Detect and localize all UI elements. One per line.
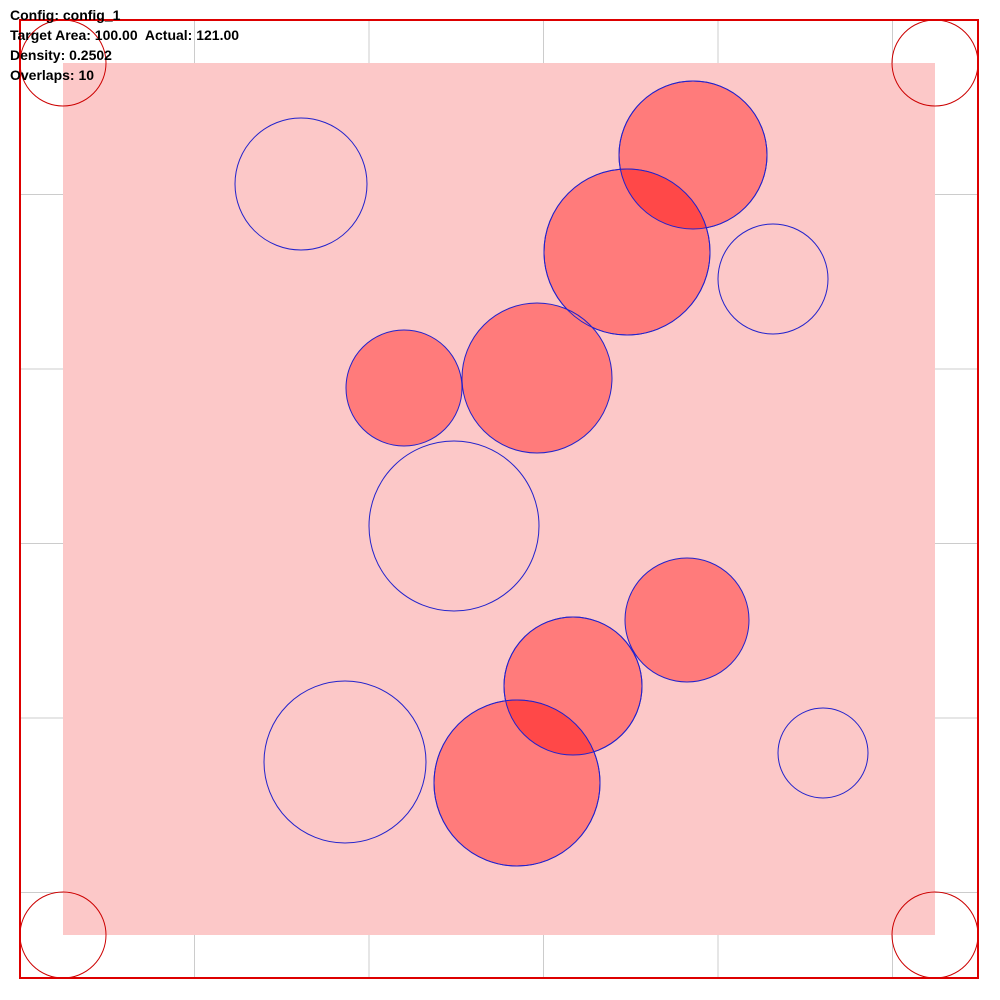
outline-circle bbox=[717, 223, 829, 335]
overlap-region bbox=[619, 169, 710, 229]
density-label: Density: 0.2502 bbox=[10, 47, 112, 63]
outline-circle bbox=[777, 707, 869, 799]
circle-outline bbox=[618, 80, 768, 230]
circle-layer bbox=[234, 80, 869, 867]
circle-outline bbox=[543, 168, 711, 336]
outline-circle bbox=[263, 680, 427, 844]
overlap-region bbox=[504, 700, 600, 755]
circle-outline bbox=[503, 616, 643, 756]
overlaps-label: Overlaps: 10 bbox=[10, 67, 95, 83]
filled-circle bbox=[345, 329, 463, 447]
outer-border bbox=[19, 19, 979, 979]
area-label: Target Area: 100.00 Actual: 121.00 bbox=[10, 27, 240, 43]
outline-circle bbox=[368, 440, 540, 612]
filled-circle bbox=[624, 557, 750, 683]
circle-outline bbox=[433, 699, 601, 867]
filled-circle bbox=[461, 302, 613, 454]
config-label: Config: config_1 bbox=[10, 7, 121, 23]
outline-circle bbox=[234, 117, 368, 251]
